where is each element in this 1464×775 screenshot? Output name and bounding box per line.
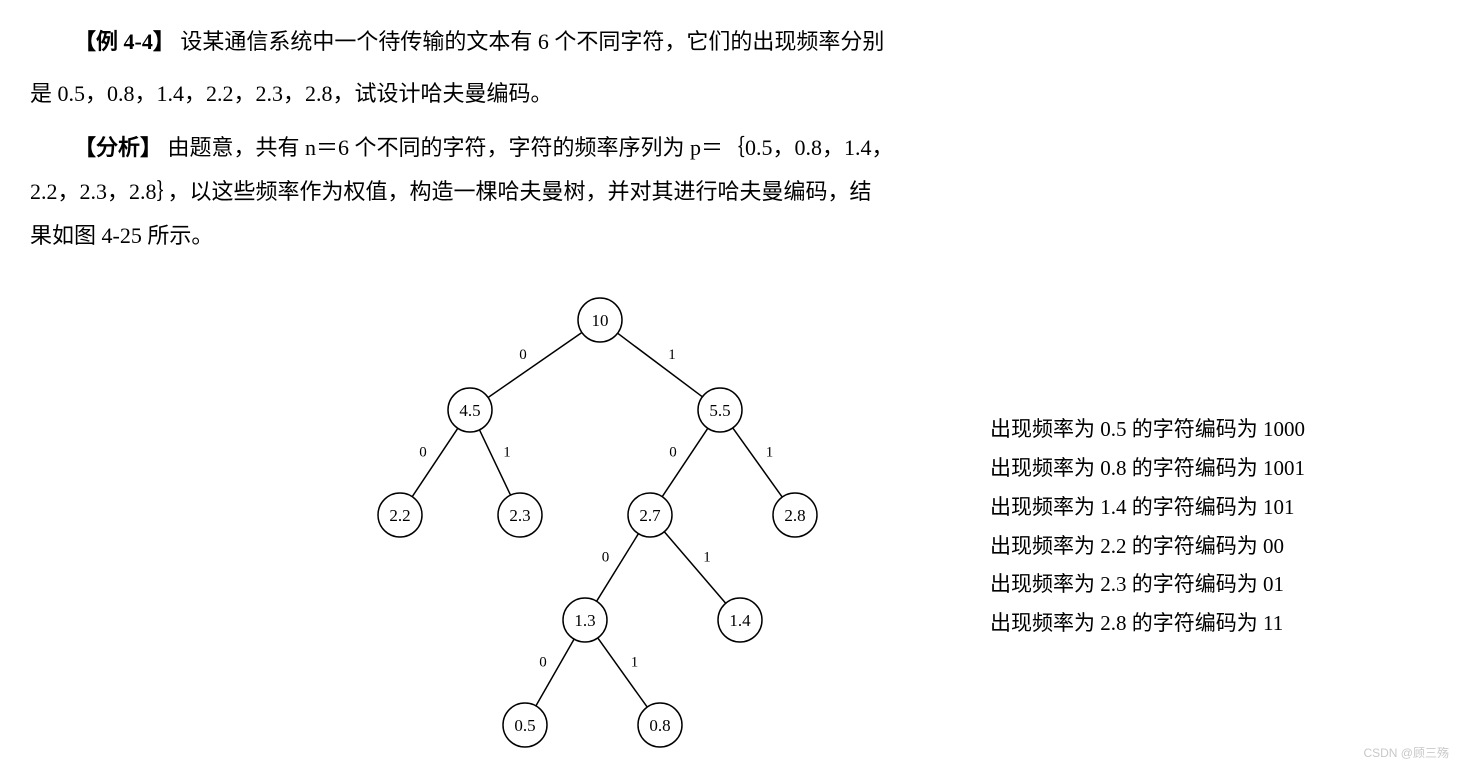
tree-edge: [536, 639, 574, 706]
tree-edge: [598, 638, 647, 707]
results-list: 出现频率为 0.5 的字符编码为 1000出现频率为 0.8 的字符编码为 10…: [990, 410, 1305, 643]
node-label: 10: [592, 311, 609, 330]
analysis-paragraph: 【分析】 由题意，共有 n＝6 个不同的字符，字符的频率序列为 p＝｛0.5，0…: [30, 126, 1434, 170]
result-line: 出现频率为 2.2 的字符编码为 00: [990, 527, 1305, 566]
problem-paragraph: 【例 4-4】 设某通信系统中一个待传输的文本有 6 个不同字符，它们的出现频率…: [30, 20, 1434, 64]
result-line: 出现频率为 0.8 的字符编码为 1001: [990, 449, 1305, 488]
tree-edge: [733, 428, 782, 497]
tree-edge: [664, 532, 725, 604]
node-label: 0.8: [649, 716, 670, 735]
edge-label: 0: [519, 347, 527, 363]
huffman-tree-diagram: 0101010101104.55.52.22.32.72.81.31.40.50…: [340, 280, 900, 760]
edge-label: 0: [419, 445, 427, 461]
tree-svg: 0101010101104.55.52.22.32.72.81.31.40.50…: [340, 280, 900, 760]
watermark-text: CSDN @顾三殇: [1363, 741, 1449, 765]
node-label: 1.3: [574, 611, 595, 630]
problem-line1: 设某通信系统中一个待传输的文本有 6 个不同字符，它们的出现频率分别: [180, 29, 884, 54]
tree-edge: [618, 333, 703, 397]
tree-edge: [597, 534, 639, 602]
problem-label: 【例 4-4】: [74, 29, 175, 54]
node-label: 4.5: [459, 401, 480, 420]
tree-edge: [412, 428, 458, 496]
node-label: 5.5: [709, 401, 730, 420]
node-label: 2.3: [509, 506, 530, 525]
result-line: 出现频率为 2.3 的字符编码为 01: [990, 565, 1305, 604]
edge-label: 1: [703, 550, 711, 566]
node-label: 1.4: [729, 611, 751, 630]
edge-label: 1: [503, 445, 511, 461]
edge-label: 0: [669, 445, 677, 461]
node-label: 2.8: [784, 506, 805, 525]
node-label: 2.7: [639, 506, 661, 525]
analysis-line2: 2.2，2.3，2.8｝，以这些频率作为权值，构造一棵哈夫曼树，并对其进行哈夫曼…: [30, 170, 1434, 214]
result-line: 出现频率为 1.4 的字符编码为 101: [990, 488, 1305, 527]
analysis-line1: 由题意，共有 n＝6 个不同的字符，字符的频率序列为 p＝｛0.5，0.8，1.…: [168, 135, 894, 160]
problem-line2: 是 0.5，0.8，1.4，2.2，2.3，2.8，试设计哈夫曼编码。: [30, 72, 1434, 116]
tree-edge: [488, 333, 582, 398]
result-line: 出现频率为 0.5 的字符编码为 1000: [990, 410, 1305, 449]
edge-label: 1: [766, 445, 774, 461]
tree-edge: [662, 428, 708, 496]
edge-label: 0: [602, 550, 610, 566]
node-label: 2.2: [389, 506, 410, 525]
edge-label: 1: [668, 347, 676, 363]
result-line: 出现频率为 2.8 的字符编码为 11: [990, 604, 1305, 643]
edge-label: 0: [539, 655, 547, 671]
analysis-label: 【分析】: [74, 135, 162, 160]
edge-label: 1: [631, 655, 639, 671]
tree-edge: [479, 430, 510, 495]
node-label: 0.5: [514, 716, 535, 735]
analysis-line3: 果如图 4-25 所示。: [30, 214, 1434, 258]
